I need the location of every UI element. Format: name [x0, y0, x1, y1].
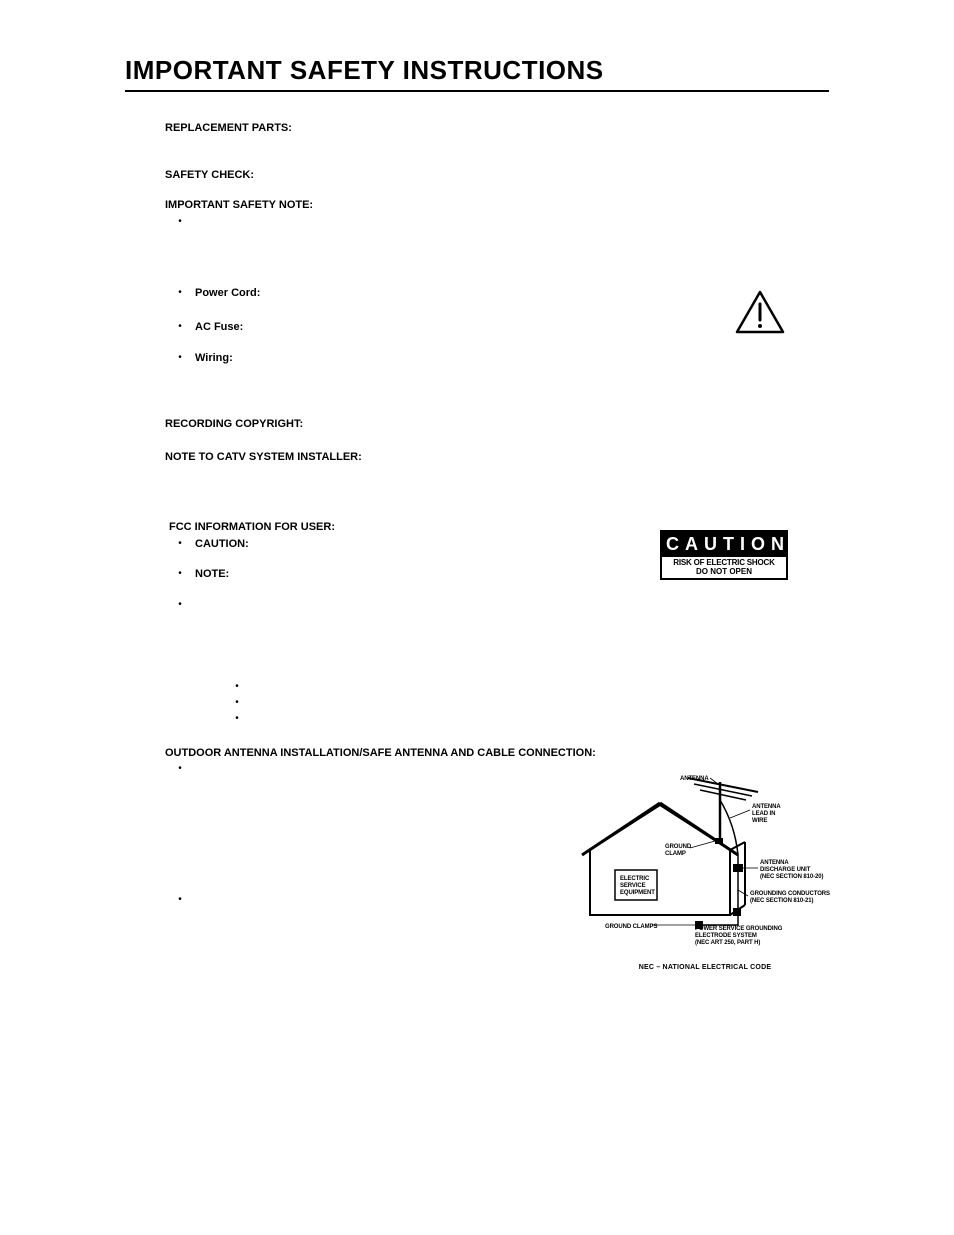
label-ac-fuse: AC Fuse: — [195, 319, 829, 336]
caution-box: CAUTION RISK OF ELECTRIC SHOCK DO NOT OP… — [660, 530, 788, 580]
bullet-icon: • — [225, 711, 249, 727]
diagram-label-leadin2: LEAD IN — [752, 811, 775, 817]
bullet-icon: • — [165, 319, 195, 335]
diagram-label-gc2: (NEC SECTION 810-21) — [750, 898, 813, 904]
page-title: IMPORTANT SAFETY INSTRUCTIONS — [125, 55, 829, 92]
heading-note-catv: NOTE TO CATV SYSTEM INSTALLER: — [165, 449, 829, 466]
bullet-icon: • — [165, 597, 195, 613]
diagram-label-gclamps: GROUND CLAMPS — [605, 924, 657, 930]
label-wiring: Wiring: — [195, 350, 829, 367]
bullet-icon: • — [165, 566, 195, 582]
bullet-icon: • — [165, 536, 195, 552]
bullet-icon: • — [165, 892, 195, 908]
bullet-icon: • — [165, 214, 195, 230]
heading-safety-check: SAFETY CHECK: — [165, 167, 829, 184]
heading-important-safety-note: IMPORTANT SAFETY NOTE: — [165, 197, 829, 214]
diagram-label-ground-clamp2: CLAMP — [665, 851, 686, 857]
diagram-label-es2: ELECTRODE SYSTEM — [695, 933, 757, 939]
diagram-label-gc1: GROUNDING CONDUCTORS — [750, 891, 830, 897]
diagram-label-esvc3: EQUIPMENT — [620, 890, 655, 896]
bullet-icon: • — [165, 350, 195, 366]
diagram-label-es1: POWER SERVICE GROUNDING — [695, 926, 783, 932]
bullet-blank-1: • — [165, 214, 829, 230]
diagram-label-leadin3: WIRE — [752, 818, 767, 824]
sub-bullet-3: • — [225, 711, 829, 727]
heading-recording-copyright: RECORDING COPYRIGHT: — [165, 416, 829, 433]
bullet-ac-fuse: • AC Fuse: — [165, 319, 829, 336]
bullet-icon: • — [225, 695, 249, 711]
antenna-grounding-diagram: ANTENNA ANTENNA LEAD IN WIRE GROUND CLAM… — [570, 770, 840, 971]
warning-triangle-icon — [735, 290, 785, 334]
diagram-label-esvc2: SERVICE — [620, 883, 646, 889]
sub-bullet-1: • — [225, 679, 829, 695]
diagram-label-du2: DISCHARGE UNIT — [760, 867, 811, 873]
bullet-wiring: • Wiring: — [165, 350, 829, 367]
diagram-label-esvc1: ELECTRIC — [620, 876, 650, 882]
bullet-icon: • — [165, 285, 195, 301]
bullet-blank-2: • — [165, 597, 829, 613]
sub-bullet-group: • • • — [165, 679, 829, 727]
sub-bullet-2: • — [225, 695, 829, 711]
heading-outdoor-antenna: OUTDOOR ANTENNA INSTALLATION/SAFE ANTENN… — [165, 745, 829, 762]
caution-box-line1: RISK OF ELECTRIC SHOCK — [662, 557, 786, 567]
caution-box-title: CAUTION — [662, 532, 786, 557]
bullet-power-cord: • Power Cord: — [165, 285, 829, 302]
diagram-label-ground-clamp: GROUND — [665, 844, 692, 850]
bullet-icon: • — [165, 761, 195, 777]
bullet-icon: • — [225, 679, 249, 695]
label-power-cord: Power Cord: — [195, 285, 829, 302]
diagram-label-du3: (NEC SECTION 810-20) — [760, 874, 823, 880]
diagram-caption: NEC – NATIONAL ELECTRICAL CODE — [570, 964, 840, 971]
heading-replacement-parts: REPLACEMENT PARTS: — [165, 120, 829, 137]
diagram-label-antenna: ANTENNA — [680, 776, 709, 782]
diagram-label-es3: (NEC ART 250, PART H) — [695, 940, 760, 946]
diagram-label-du1: ANTENNA — [760, 860, 789, 866]
diagram-label-leadin1: ANTENNA — [752, 804, 781, 810]
caution-box-line2: DO NOT OPEN — [662, 567, 786, 578]
